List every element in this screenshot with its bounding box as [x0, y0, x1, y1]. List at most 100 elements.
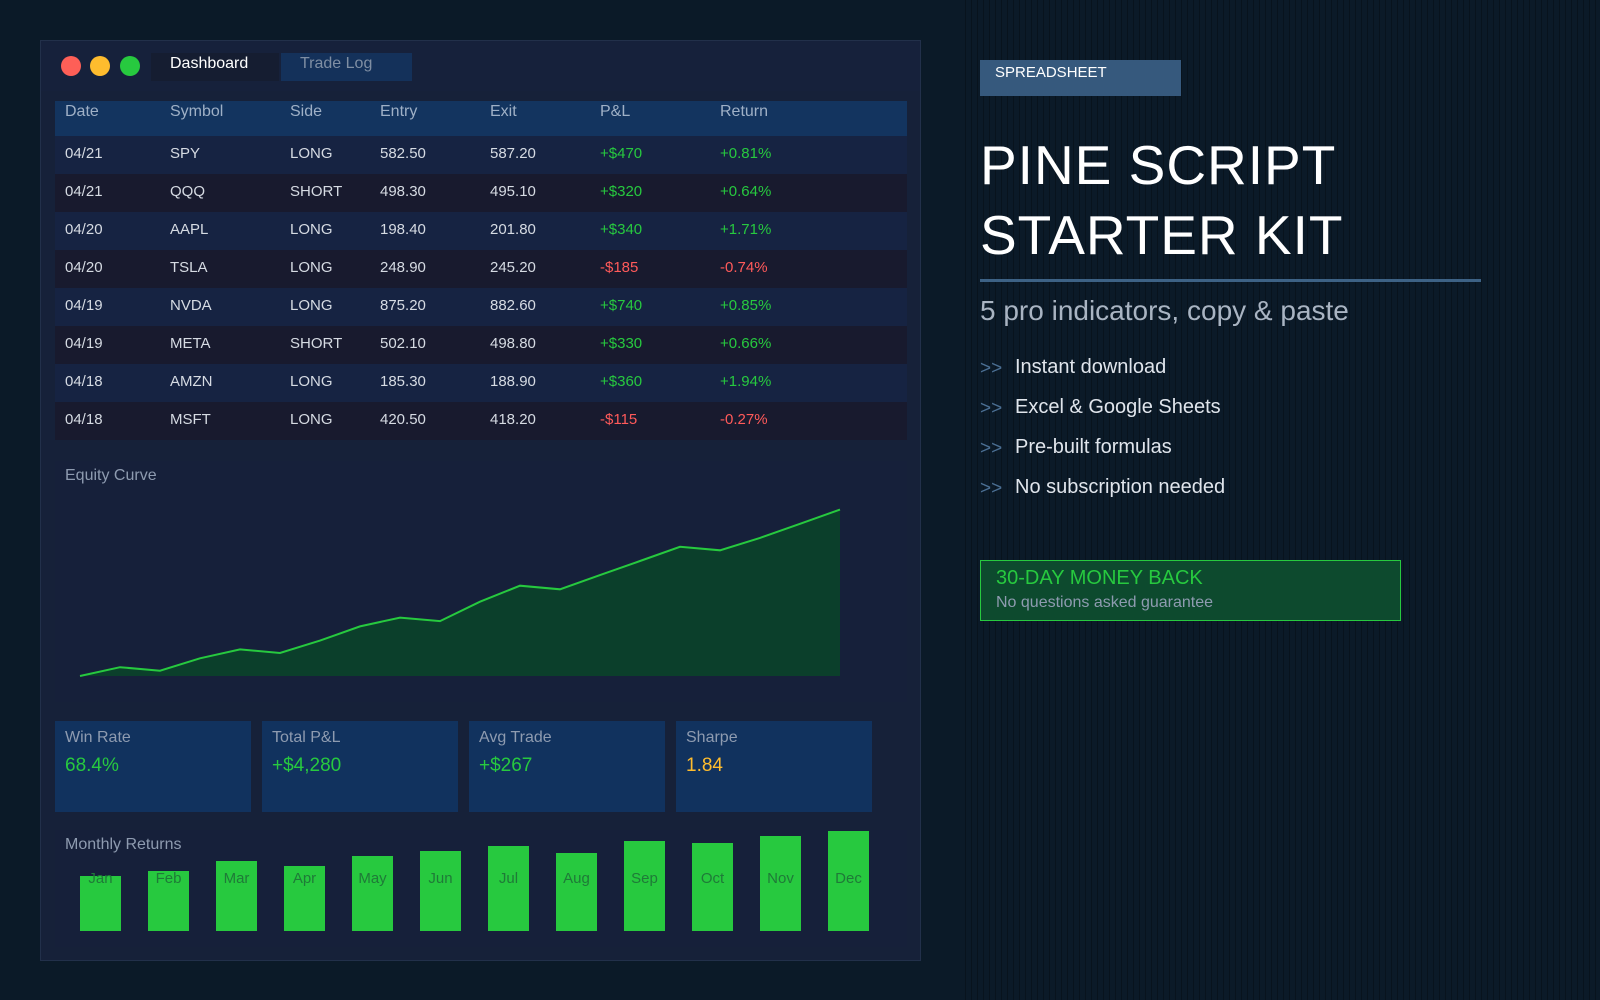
table-row[interactable]: 04/20 TSLA LONG 248.90 245.20 -$185 -0.74% — [55, 250, 907, 288]
month-label: Oct — [701, 870, 725, 887]
cell-symbol: META — [170, 335, 211, 352]
app-window: Dashboard Trade Log Date Symbol Side Ent… — [40, 40, 921, 961]
table-row[interactable]: 04/18 MSFT LONG 420.50 418.20 -$115 -0.27% — [55, 402, 907, 440]
monthly-returns-chart: Jan Feb Mar Apr May Jun Jul Aug Sep Oct Nov Dec — [80, 831, 869, 931]
month-label: Dec — [835, 870, 862, 887]
month-label: Feb — [156, 870, 182, 887]
cell-exit: 418.20 — [490, 411, 536, 428]
feature-text: Excel & Google Sheets — [1015, 396, 1221, 418]
double-chevron-icon: >> — [980, 398, 1003, 419]
column-header-side[interactable]: Side — [290, 103, 323, 120]
table-row[interactable]: 04/20 AAPL LONG 198.40 201.80 +$340 +1.71% — [55, 212, 907, 250]
month-label: Mar — [224, 870, 250, 887]
bar-sep — [624, 841, 665, 931]
column-header-pnl[interactable]: P&L — [600, 103, 631, 120]
stat-label: Sharpe — [686, 729, 738, 746]
table-row[interactable]: 04/21 SPY LONG 582.50 587.20 +$470 +0.81% — [55, 136, 907, 174]
cell-date: 04/21 — [65, 183, 103, 200]
stat-label: Avg Trade — [479, 729, 552, 746]
product-subhead: 5 pro indicators, copy & paste — [980, 295, 1349, 326]
bar-oct — [692, 843, 733, 931]
equity-curve-title: Equity Curve — [65, 467, 157, 484]
double-chevron-icon: >> — [980, 478, 1003, 499]
minimize-window-button[interactable] — [90, 56, 110, 76]
cell-exit: 587.20 — [490, 145, 536, 162]
cell-date: 04/19 — [65, 335, 103, 352]
cell-pnl: -$185 — [600, 259, 639, 276]
equity-line — [79, 508, 841, 677]
cell-symbol: NVDA — [170, 297, 212, 314]
month-label: Aug — [563, 870, 590, 887]
cell-return: +0.66% — [720, 335, 772, 352]
close-window-button[interactable] — [61, 56, 81, 76]
feature-item: >> No subscription needed — [980, 476, 1480, 516]
stat-label: Total P&L — [272, 729, 341, 746]
cell-side: SHORT — [290, 335, 343, 352]
bar-jul — [488, 846, 529, 931]
column-header-entry[interactable]: Entry — [380, 103, 418, 120]
feature-list: >> Instant download >> Excel & Google Sh… — [980, 356, 1480, 516]
cell-date: 04/19 — [65, 297, 103, 314]
stat-value: +$4,280 — [272, 755, 342, 776]
cell-entry: 875.20 — [380, 297, 426, 314]
window-titlebar: Dashboard Trade Log — [41, 41, 920, 91]
stat-card-sharpe: Sharpe 1.84 — [676, 721, 872, 812]
cell-date: 04/18 — [65, 373, 103, 390]
month-label: Jun — [428, 870, 452, 887]
feature-text: Instant download — [1015, 356, 1167, 378]
column-header-symbol[interactable]: Symbol — [170, 103, 224, 120]
cell-side: LONG — [290, 145, 333, 162]
cell-side: LONG — [290, 411, 333, 428]
cell-symbol: MSFT — [170, 411, 211, 428]
cell-return: +0.64% — [720, 183, 772, 200]
maximize-window-button[interactable] — [120, 56, 140, 76]
stat-value: +$267 — [479, 755, 533, 776]
bar-may — [352, 856, 393, 931]
month-label: Sep — [631, 870, 658, 887]
table-row[interactable]: 04/21 QQQ SHORT 498.30 495.10 +$320 +0.64% — [55, 174, 907, 212]
table-row[interactable]: 04/19 NVDA LONG 875.20 882.60 +$740 +0.85% — [55, 288, 907, 326]
trade-table: Date Symbol Side Entry Exit P&L Return 0… — [55, 101, 907, 440]
cell-side: SHORT — [290, 183, 343, 200]
month-label: Nov — [767, 870, 794, 887]
tab-trade-log[interactable]: Trade Log — [281, 53, 412, 81]
stat-card-win-rate: Win Rate 68.4% — [55, 721, 251, 812]
headline-line-2: STARTER KIT — [980, 204, 1344, 266]
cell-return: +1.94% — [720, 373, 772, 390]
stat-label: Win Rate — [65, 729, 131, 746]
double-chevron-icon: >> — [980, 438, 1003, 459]
table-row[interactable]: 04/18 AMZN LONG 185.30 188.90 +$360 +1.94% — [55, 364, 907, 402]
cell-exit: 245.20 — [490, 259, 536, 276]
cell-exit: 188.90 — [490, 373, 536, 390]
stat-value: 1.84 — [686, 755, 723, 776]
feature-item: >> Instant download — [980, 356, 1480, 396]
cell-symbol: QQQ — [170, 183, 206, 200]
stat-card-avg-trade: Avg Trade +$267 — [469, 721, 665, 812]
cell-entry: 248.90 — [380, 259, 426, 276]
feature-text: Pre-built formulas — [1015, 436, 1172, 458]
headline-line-1: PINE SCRIPT — [980, 134, 1337, 196]
bar-jan — [80, 876, 121, 931]
guarantee-subtitle: No questions asked guarantee — [996, 594, 1214, 611]
cell-pnl: +$470 — [600, 145, 643, 162]
column-header-return[interactable]: Return — [720, 103, 769, 120]
bar-mar — [216, 861, 257, 931]
cell-symbol: SPY — [170, 145, 201, 162]
guarantee-title: 30-DAY MONEY BACK — [996, 567, 1203, 589]
equity-curve-chart — [79, 508, 841, 677]
cell-pnl: +$360 — [600, 373, 643, 390]
table-row[interactable]: 04/19 META SHORT 502.10 498.80 +$330 +0.66% — [55, 326, 907, 364]
cell-return: +1.71% — [720, 221, 772, 238]
tab-dashboard[interactable]: Dashboard — [151, 53, 279, 81]
equity-area — [80, 509, 840, 676]
cell-date: 04/18 — [65, 411, 103, 428]
equity-curve-panel: Equity Curve — [55, 461, 907, 702]
cell-exit: 882.60 — [490, 297, 536, 314]
feature-text: No subscription needed — [1015, 476, 1226, 498]
table-header-row: Date Symbol Side Entry Exit P&L Return — [55, 101, 907, 136]
column-header-exit[interactable]: Exit — [490, 103, 517, 120]
cell-date: 04/21 — [65, 145, 103, 162]
column-header-date[interactable]: Date — [65, 103, 99, 120]
cell-pnl: +$320 — [600, 183, 643, 200]
product-headline: PINE SCRIPT STARTER KIT — [980, 130, 1500, 270]
